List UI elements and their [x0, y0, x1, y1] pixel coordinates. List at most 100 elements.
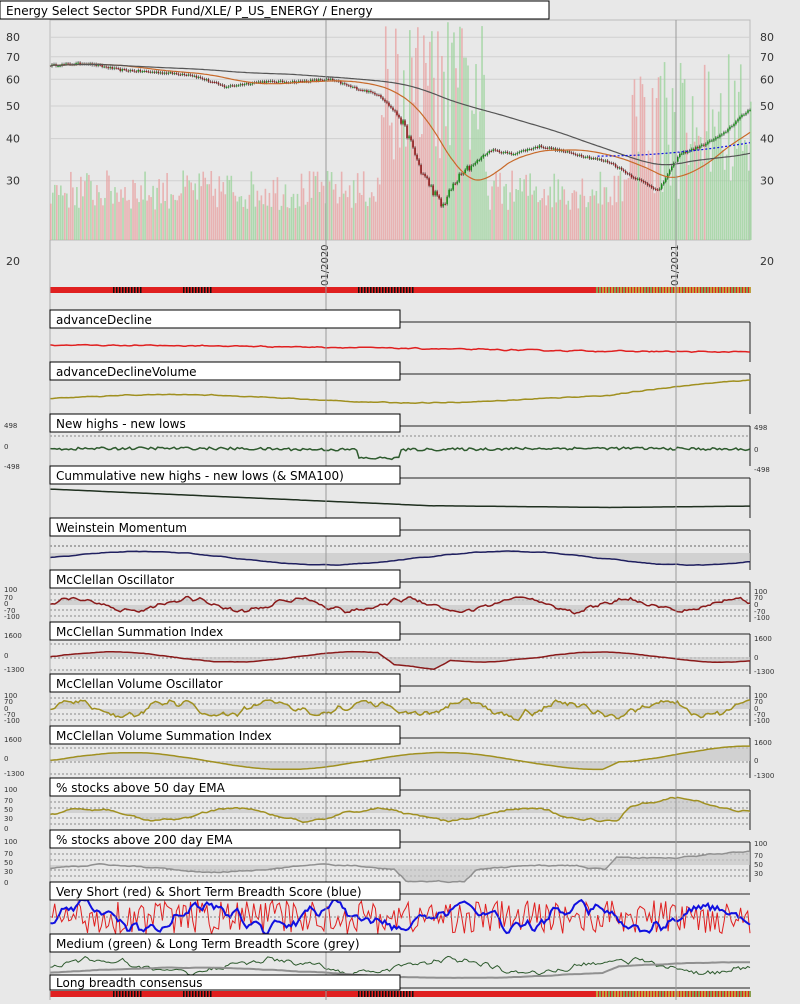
volume-bar	[535, 186, 537, 240]
volume-bar	[567, 200, 570, 240]
candle-body	[340, 81, 342, 84]
volume-bar	[441, 55, 443, 241]
candle-body	[227, 86, 230, 88]
volume-bar	[278, 209, 281, 240]
candle-body	[291, 81, 294, 83]
candle-body	[707, 141, 709, 144]
candle-body	[711, 140, 713, 142]
volume-bar	[148, 195, 150, 240]
volume-bar	[130, 208, 132, 240]
volume-bar	[236, 201, 239, 240]
candle-body	[709, 140, 711, 142]
volume-bar	[268, 192, 271, 240]
volume-bar	[356, 173, 359, 240]
volume-bar	[108, 175, 110, 240]
volume-bar	[306, 201, 309, 240]
candle-body	[384, 99, 386, 102]
volume-bar	[216, 207, 219, 240]
volume-bar	[409, 30, 411, 241]
signal-tick	[183, 287, 185, 293]
volume-bar	[509, 192, 511, 240]
volume-bar	[358, 192, 361, 240]
volume-bar	[655, 98, 658, 240]
candle-body	[576, 154, 579, 156]
signal-tick	[412, 287, 414, 293]
volume-bar	[116, 192, 118, 240]
volume-bar	[326, 170, 329, 240]
signal-tick	[716, 287, 718, 293]
candle-body	[223, 85, 226, 88]
svg-text:0: 0	[754, 654, 758, 662]
candle-body	[145, 71, 148, 73]
candle-body	[687, 151, 689, 153]
candle-body	[315, 79, 318, 81]
volume-bar	[715, 139, 718, 240]
candle-body	[368, 90, 370, 93]
signal-tick	[140, 991, 142, 997]
candle-body	[572, 152, 575, 154]
volume-bar	[573, 190, 576, 240]
volume-bar	[132, 179, 134, 240]
candle-body	[749, 109, 751, 111]
candle-body	[739, 116, 741, 120]
volume-bar	[282, 194, 285, 240]
volume-bar	[194, 183, 197, 240]
volume-bar	[188, 180, 190, 240]
volume-bar	[308, 171, 311, 240]
volume-bar	[254, 206, 257, 240]
volume-bar	[376, 177, 379, 240]
candle-body	[418, 159, 420, 165]
candle-body	[678, 153, 681, 157]
volume-bar	[531, 194, 533, 240]
signal-tick	[671, 287, 673, 293]
volume-bar	[360, 194, 363, 240]
volume-bar	[621, 201, 624, 240]
candle-body	[416, 154, 418, 160]
signal-tick	[599, 991, 601, 997]
volume-bar	[467, 65, 469, 240]
candle-body	[111, 67, 113, 69]
panel-label: McClellan Volume Oscillator	[49, 673, 401, 693]
candle-body	[518, 151, 521, 153]
candle-body	[211, 81, 214, 83]
candle-body	[406, 125, 408, 139]
signal-tick	[698, 991, 700, 997]
candle-body	[737, 119, 739, 122]
signal-tick	[198, 991, 200, 997]
candle-body	[360, 89, 362, 91]
volume-bar	[543, 189, 546, 240]
candle-body	[452, 183, 454, 190]
indicator-panel	[50, 373, 751, 414]
candle-body	[600, 159, 603, 161]
signal-tick	[140, 287, 142, 293]
volume-bar	[316, 171, 319, 240]
candle-body	[179, 74, 182, 76]
signal-tick	[677, 287, 679, 293]
volume-bar	[142, 199, 144, 240]
volume-bar	[685, 132, 688, 240]
candle-body	[241, 84, 244, 86]
candle-body	[494, 149, 497, 151]
signal-tick	[635, 287, 637, 293]
signal-tick	[134, 287, 136, 293]
signal-tick	[403, 287, 405, 293]
volume-bar	[380, 115, 383, 240]
svg-text:0: 0	[4, 825, 8, 833]
volume-bar	[563, 189, 566, 240]
candle-body	[612, 163, 615, 165]
candle-body	[699, 146, 701, 149]
volume-bar	[76, 187, 78, 240]
volume-bar	[493, 180, 495, 240]
signal-tick	[195, 991, 197, 997]
candle-body	[512, 154, 515, 156]
volume-bar	[503, 186, 505, 240]
breadth-medium	[49, 955, 751, 976]
candle-body	[620, 167, 623, 170]
candle-body	[408, 136, 410, 139]
signal-tick	[116, 287, 118, 293]
volume-bar	[675, 175, 678, 240]
volume-bar	[561, 186, 564, 240]
candle-body	[554, 148, 557, 151]
candle-body	[432, 185, 434, 196]
volume-bar	[250, 171, 253, 240]
